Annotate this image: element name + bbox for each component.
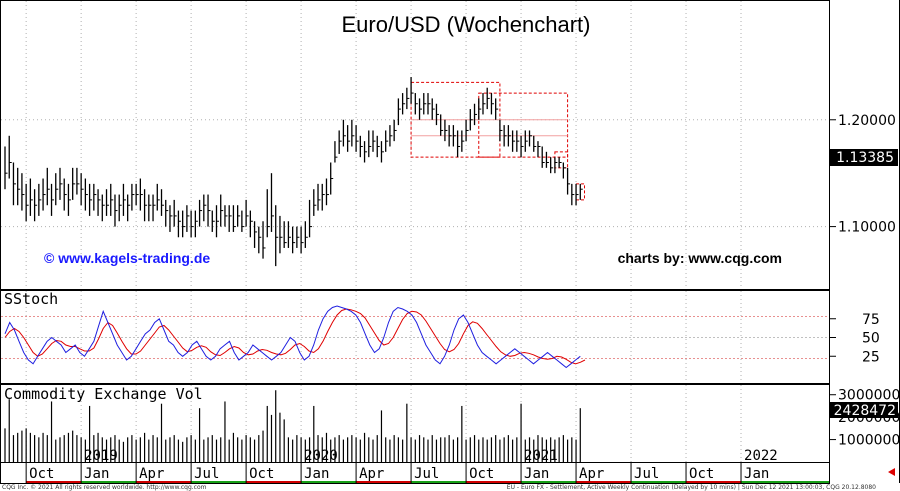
stoch-tick-label: 25 xyxy=(862,349,880,365)
last-price-label: 1.13385 xyxy=(836,150,894,166)
last-price-box xyxy=(830,149,898,166)
month-label: Jul xyxy=(414,466,439,482)
month-label: Apr xyxy=(139,466,164,482)
month-label: Apr xyxy=(359,466,384,482)
month-label: Oct xyxy=(689,466,714,482)
month-label: Jul xyxy=(194,466,219,482)
chart-title: Euro/USD (Wochenchart) xyxy=(341,12,590,37)
time-strip-segment xyxy=(411,481,467,483)
time-strip-segment xyxy=(191,481,247,483)
month-label: Jan xyxy=(524,466,549,482)
month-label: Jan xyxy=(84,466,109,482)
price-tick-label: 1.20000 xyxy=(838,113,896,129)
month-label: Oct xyxy=(29,466,54,482)
time-strip-segment xyxy=(301,481,357,483)
stoch-tick-label: 50 xyxy=(862,331,880,347)
time-strip-segment xyxy=(686,481,742,483)
year-label: 2022 xyxy=(744,448,778,464)
time-strip-segment xyxy=(136,481,192,483)
month-label: Oct xyxy=(469,466,494,482)
stoch-tick-label: 75 xyxy=(862,312,880,328)
year-label: 2020 xyxy=(304,448,338,464)
volume-bars xyxy=(4,390,581,462)
year-label: 2019 xyxy=(84,448,118,464)
price-bars xyxy=(4,77,583,267)
stochastic-lines xyxy=(4,305,586,369)
time-strip-segment xyxy=(81,481,137,483)
time-axis-strip xyxy=(0,462,830,484)
watermark-left[interactable]: © www.kagels-trading.de xyxy=(44,250,210,266)
volume-tick-label: 1000000 xyxy=(838,433,900,449)
time-strip-segment xyxy=(631,481,687,483)
resistance-zone xyxy=(478,92,569,158)
time-strip-segment xyxy=(246,481,302,483)
time-strip-segment xyxy=(356,481,412,483)
last-volume-label: 2428472 xyxy=(834,403,896,419)
last-volume-box xyxy=(830,402,898,418)
month-label: Apr xyxy=(579,466,604,482)
scroll-left-icon[interactable] xyxy=(888,468,895,476)
year-label: 2021 xyxy=(524,448,558,464)
watermark-right[interactable]: charts by: www.cqg.com xyxy=(618,250,782,266)
stoch-label: SStoch xyxy=(4,290,58,308)
price-panel xyxy=(0,0,830,290)
month-label: Jul xyxy=(634,466,659,482)
time-strip-segment xyxy=(466,481,522,483)
time-strip-segment xyxy=(26,481,82,483)
time-strip-segment xyxy=(576,481,632,483)
volume-label: Commodity Exchange Vol xyxy=(4,385,203,403)
price-tick-label: 1.10000 xyxy=(838,220,896,236)
time-strip-segment xyxy=(521,481,577,483)
grid xyxy=(1,1,829,462)
footer-right: EU - Euro FX - Settlement, Active Weekly… xyxy=(507,484,876,491)
month-label: Jan xyxy=(744,466,769,482)
month-label: Oct xyxy=(249,466,274,482)
stoch-k-line xyxy=(4,305,581,369)
resistance-zone xyxy=(554,151,569,169)
volume-tick-label: 3000000 xyxy=(838,388,900,404)
time-strip-segment xyxy=(741,481,829,483)
stoch-d-line xyxy=(4,308,586,365)
footer-left: CQG Inc. © 2021 All rights reserved worl… xyxy=(2,484,207,491)
x-axis-labels: Oct Jan Apr Jul Oct Jan Apr Jul Oct Jan Apr Jul Oct J… xyxy=(25,448,829,483)
month-label: Jan xyxy=(304,466,329,482)
